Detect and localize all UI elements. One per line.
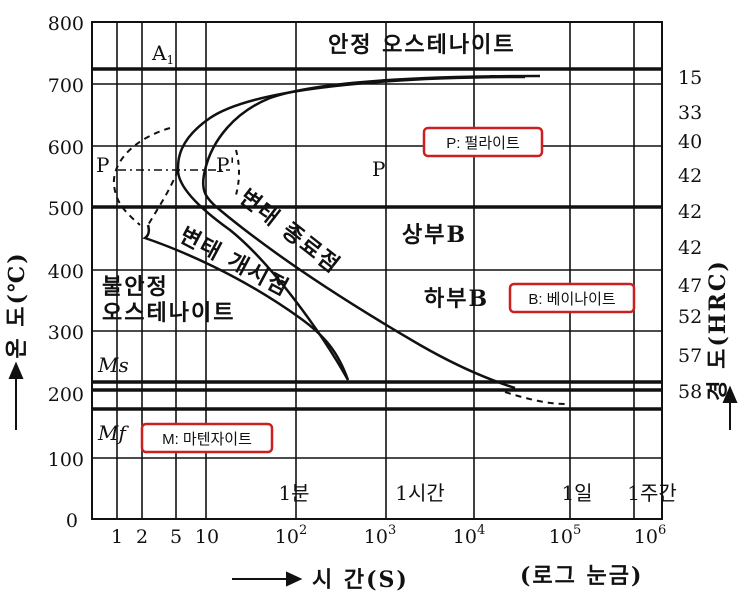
callout-pearlite-text: P: 펄라이트 [446, 135, 520, 152]
x-tick: 102 [275, 523, 307, 548]
time-marks: 1분 1시간 1일 1주간 [278, 481, 676, 505]
x-axis-ticks: 1 2 5 10 102 103 104 105 106 [111, 523, 666, 548]
unstable-austenite-line2: 오스테나이트 [102, 300, 235, 326]
callout-pearlite: P: 펄라이트 [422, 126, 544, 158]
hardness-value: 42 [678, 237, 702, 259]
time-mark-hour: 1시간 [395, 481, 445, 505]
x-tick: 103 [364, 523, 396, 548]
y-tick: 0 [66, 510, 78, 532]
y-tick: 500 [48, 198, 84, 220]
hardness-value: 57 [678, 345, 702, 367]
x-tick: 106 [634, 523, 666, 548]
horizontal-gridlines [92, 83, 662, 459]
hardness-value: 15 [678, 67, 702, 89]
hardness-value: 58 [678, 381, 702, 403]
time-mark-day: 1일 [561, 481, 592, 505]
x-tick: 2 [136, 526, 148, 548]
unstable-austenite-line1: 불안정 [102, 274, 169, 300]
p-prime-dashed [235, 149, 240, 196]
hardness-value: 47 [678, 275, 702, 297]
y-tick: 800 [48, 13, 84, 35]
x-axis-label: 시 간(S) [312, 567, 409, 593]
pearlite-left-label: P [96, 153, 109, 177]
y-tick: 200 [48, 384, 84, 406]
time-mark-week: 1주간 [627, 481, 677, 505]
y-axis-arrow [8, 361, 24, 430]
y-tick: 300 [48, 322, 84, 344]
y-tick: 600 [48, 137, 84, 159]
hardness-value: 42 [678, 165, 702, 187]
pearlite-right-label: P [372, 157, 385, 181]
y-tick: 100 [48, 449, 84, 471]
critical-lines [92, 67, 662, 411]
transformation-start-dashed [147, 169, 179, 226]
x-axis-note: (로그 눈금) [520, 563, 643, 589]
hardness-axis-label: 경 도(HRC) [705, 259, 731, 401]
x-tick: 105 [549, 523, 581, 548]
upper-bainite-label: 상부B [402, 222, 467, 248]
hardness-value: 42 [678, 201, 702, 223]
x-axis-arrow [232, 571, 303, 587]
end-curve-dashed-bottom [504, 391, 566, 405]
time-mark-minute: 1분 [278, 481, 309, 505]
pearlite-mid-label: P' [216, 153, 235, 177]
transformation-start-curve [176, 75, 526, 381]
y-axis-ticks: 800 700 600 500 400 300 200 100 0 [48, 13, 84, 532]
mf-label: Mf [97, 421, 129, 445]
hardness-value: 40 [678, 131, 702, 153]
x-tick: 1 [111, 526, 123, 548]
callout-martensite: M: 마텐자이트 [140, 422, 274, 454]
hardness-value: 33 [678, 102, 702, 124]
hardness-values: 15 33 40 42 42 42 47 52 57 58 [678, 67, 702, 403]
stable-austenite-label: 안정 오스테나이트 [328, 32, 516, 58]
callout-martensite-text: M: 마텐자이트 [162, 431, 252, 448]
x-tick: 104 [453, 523, 485, 548]
hardness-axis-arrow [722, 385, 738, 430]
hardness-value: 52 [678, 306, 702, 328]
x-tick: 10 [195, 526, 219, 548]
y-axis-label: 온 도(℃) [4, 251, 30, 358]
callout-bainite: B: 베이나이트 [508, 282, 636, 314]
callout-bainite-text: B: 베이나이트 [528, 291, 616, 308]
a1-label: A1 [151, 41, 174, 67]
lower-bainite-label: 하부B [424, 286, 489, 312]
y-tick: 400 [48, 261, 84, 283]
x-tick: 5 [170, 526, 182, 548]
transformation-end-curve [201, 74, 541, 390]
start-curve-lower-branch [142, 224, 350, 381]
ms-label: Ms [97, 353, 129, 377]
y-tick: 700 [48, 75, 84, 97]
